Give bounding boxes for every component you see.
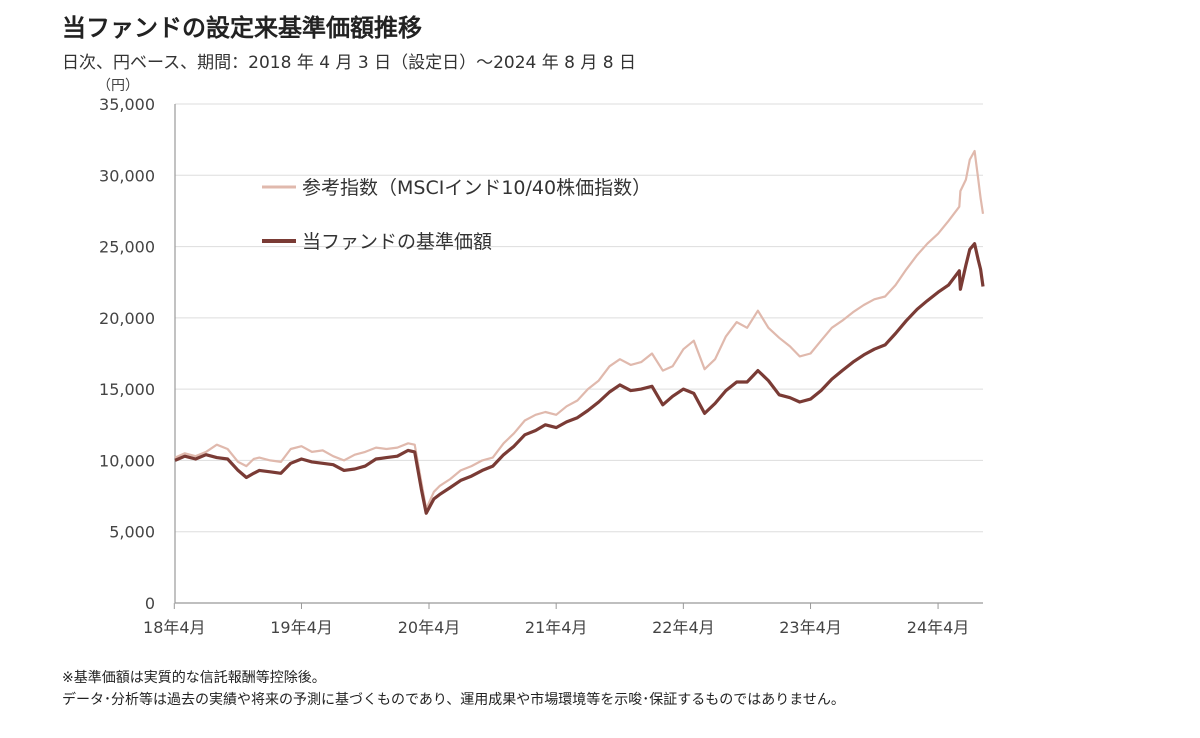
footnote-fee: ※基準価額は実質的な信託報酬等控除後。 (62, 670, 326, 686)
chart-subtitle: 日次、円ベース、期間：2018 年 4 月 3 日（設定日）～2024 年 8 … (62, 53, 636, 73)
fund-nav-line (174, 242, 985, 515)
chart-title: 当ファンドの設定来基準価額推移 (62, 14, 422, 42)
x-tick-label: 21年4月 (525, 618, 588, 637)
y-tick-label: 5,000 (109, 523, 155, 542)
y-tick-label: 20,000 (99, 309, 155, 328)
x-tick-label: 22年4月 (652, 618, 715, 637)
y-tick-label: 10,000 (99, 451, 155, 470)
x-tick-label: 20年4月 (398, 618, 461, 637)
legend: 参考指数（MSCIインド10/40株価指数） 当ファンドの基準価額 (262, 177, 651, 253)
x-tick-labels: 18年4月 19年4月 20年4月 21年4月 22年4月 23年4月 24年4月 (143, 603, 969, 637)
y-tick-label: 15,000 (99, 380, 155, 399)
y-tick-label: 0 (145, 594, 155, 613)
footnotes: ※基準価額は実質的な信託報酬等控除後。 データ･分析等は過去の実績や将来の予測に… (62, 667, 845, 711)
legend-label: 参考指数（MSCIインド10/40株価指数） (302, 177, 651, 199)
x-tick-label: 24年4月 (907, 618, 970, 637)
y-tick-label: 35,000 (99, 95, 155, 114)
series-lines (174, 149, 985, 515)
x-tick-label: 19年4月 (270, 618, 333, 637)
reference-index-line (174, 149, 985, 510)
y-tick-label: 30,000 (99, 166, 155, 185)
y-tick-label: 25,000 (99, 238, 155, 257)
y-axis-unit-label: （円） (97, 78, 139, 94)
x-tick-label: 23年4月 (779, 618, 842, 637)
footnote-disclaimer: データ･分析等は過去の実績や将来の予測に基づくものであり、運用成果や市場環境等を… (62, 692, 845, 708)
axes (174, 104, 983, 604)
x-tick-label: 18年4月 (143, 618, 206, 637)
y-tick-labels: 0 5,000 10,000 15,000 20,000 25,000 30,000 35,0… (99, 95, 155, 613)
grid-lines (175, 103, 983, 533)
legend-label: 当ファンドの基準価額 (302, 231, 492, 253)
